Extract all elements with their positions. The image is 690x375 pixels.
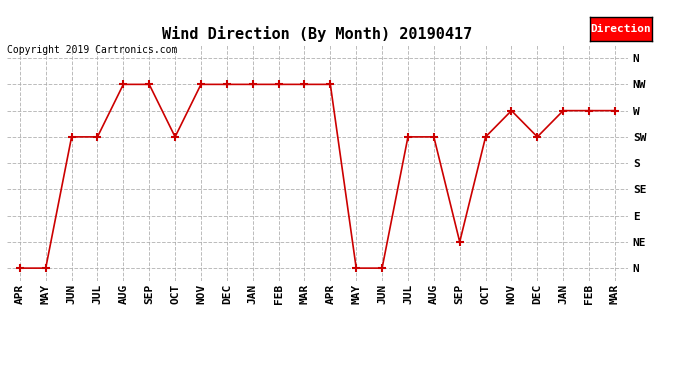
Text: Direction: Direction [591, 24, 651, 34]
Title: Wind Direction (By Month) 20190417: Wind Direction (By Month) 20190417 [162, 27, 473, 42]
Text: Copyright 2019 Cartronics.com: Copyright 2019 Cartronics.com [7, 45, 177, 55]
